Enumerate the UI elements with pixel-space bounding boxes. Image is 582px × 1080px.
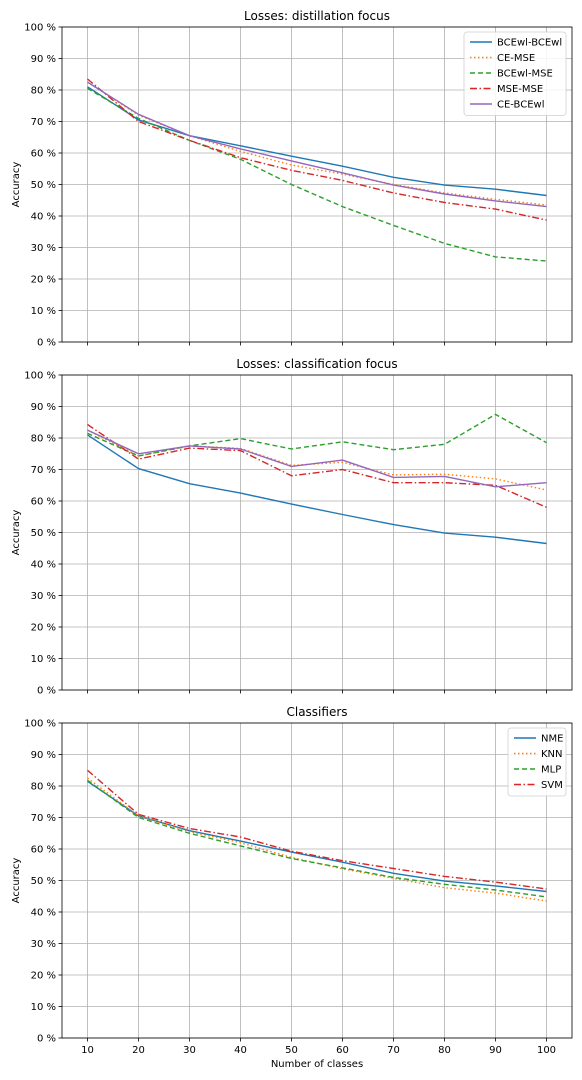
x-tick-label: 20 [132, 1045, 145, 1056]
y-axis-label: Accuracy [11, 510, 22, 556]
series-line-4 [87, 423, 547, 508]
x-axis-label: Number of classes [271, 1059, 363, 1070]
y-tick-label: 0 % [37, 686, 56, 697]
grid [62, 374, 572, 691]
y-tick-label: 40 % [31, 908, 56, 919]
legend-label: MLP [541, 765, 561, 776]
chart-title: Losses: distillation focus [244, 9, 390, 23]
legend-label: KNN [541, 749, 563, 760]
series-line-4 [87, 769, 547, 890]
y-tick-label: 70 % [31, 117, 56, 128]
series-line-5 [87, 429, 547, 488]
y-tick-label: 50 % [31, 876, 56, 887]
y-tick-label: 90 % [31, 54, 56, 65]
legend-box [463, 31, 567, 116]
x-tick-label: 70 [387, 1045, 400, 1056]
series-line-1 [87, 780, 547, 893]
y-axis-label: Accuracy [11, 162, 22, 208]
y-tick-label: 30 % [31, 939, 56, 950]
legend: NME KNN MLP SVM [507, 727, 567, 797]
series-line-2 [87, 429, 547, 491]
chart-1: 0 % 10 % 20 % 30 % 40 % 50 % 60 % 70 % 80 % 90 % 1… [11, 9, 573, 349]
x-tick-label: 30 [183, 1045, 196, 1056]
y-tick-label: 50 % [31, 528, 56, 539]
y-tick-label: 0 % [37, 338, 56, 349]
y-tick-label: 80 % [31, 434, 56, 445]
y-tick-label: 30 % [31, 591, 56, 602]
y-tick-label: 70 % [31, 465, 56, 476]
legend-label: CE-BCEwl [497, 100, 545, 111]
y-tick-label: 80 % [31, 86, 56, 97]
series-line-5 [87, 81, 547, 208]
y-tick-label: 60 % [31, 497, 56, 508]
y-tick-label: 70 % [31, 813, 56, 824]
y-tick-label: 20 % [31, 275, 56, 286]
y-tick-label: 50 % [31, 180, 56, 191]
series-line-1 [87, 434, 547, 545]
chart-title: Classifiers [286, 705, 347, 719]
y-axis-label: Accuracy [11, 858, 22, 904]
y-tick-label: 90 % [31, 402, 56, 413]
legend: BCEwl-BCEwl CE-MSE BCEwl-MSE MSE-MSE CE-BCEw… [463, 31, 567, 116]
x-tick-label: 50 [285, 1045, 298, 1056]
y-tick-label: 10 % [31, 1002, 56, 1013]
chart-title: Losses: classification focus [236, 357, 397, 371]
x-tick-label: 100 [537, 1045, 556, 1056]
y-tick-label: 100 % [24, 719, 56, 730]
series-line-4 [87, 78, 547, 221]
y-tick-label: 30 % [31, 243, 56, 254]
y-tick-label: 80 % [31, 782, 56, 793]
y-tick-label: 20 % [31, 623, 56, 634]
series-line-3 [87, 779, 547, 898]
y-tick-label: 90 % [31, 750, 56, 761]
y-tick-label: 60 % [31, 149, 56, 160]
x-tick-label: 10 [81, 1045, 94, 1056]
grid [62, 722, 572, 1039]
chart-2: 0 % 10 % 20 % 30 % 40 % 50 % 60 % 70 % 80 % 90 % 1… [11, 357, 573, 697]
y-tick-label: 40 % [31, 560, 56, 571]
series-line-2 [87, 777, 547, 902]
legend-box [507, 727, 567, 797]
x-tick-label: 80 [438, 1045, 451, 1056]
chart-3: 0 % 10 % 20 % 30 % 40 % 50 % 60 % 70 % 80 % 90 % 1… [11, 705, 573, 1070]
x-tick-label: 60 [336, 1045, 349, 1056]
legend-label: MSE-MSE [497, 84, 543, 95]
legend-label: BCEwl-BCEwl [497, 38, 562, 49]
series-line-3 [87, 413, 547, 457]
y-tick-label: 100 % [24, 23, 56, 34]
y-tick-label: 100 % [24, 371, 56, 382]
series-line-3 [87, 87, 547, 262]
y-tick-label: 60 % [31, 845, 56, 856]
y-tick-label: 0 % [37, 1034, 56, 1045]
y-tick-label: 10 % [31, 654, 56, 665]
y-tick-label: 20 % [31, 971, 56, 982]
legend-label: CE-MSE [497, 53, 535, 64]
legend-label: BCEwl-MSE [497, 69, 553, 80]
x-tick-label: 40 [234, 1045, 247, 1056]
y-tick-label: 10 % [31, 306, 56, 317]
legend-label: SVM [541, 780, 563, 791]
legend-label: NME [541, 734, 563, 745]
y-tick-label: 40 % [31, 212, 56, 223]
series-line-1 [87, 86, 547, 197]
x-tick-label: 90 [489, 1045, 502, 1056]
